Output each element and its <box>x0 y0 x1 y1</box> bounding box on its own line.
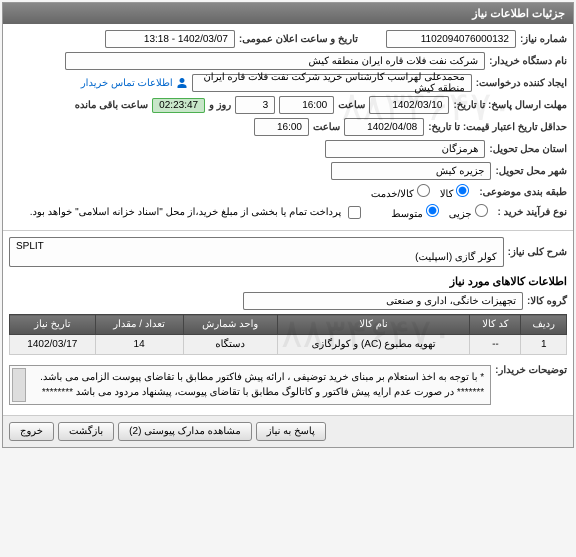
attachments-button[interactable]: مشاهده مدارک پیوستی (2) <box>118 422 252 441</box>
city-label: شهر محل تحویل: <box>495 166 567 177</box>
notes-box: * با توجه به اخذ استعلام بر مبنای خرید ت… <box>9 365 491 405</box>
announce-field: 1402/03/07 - 13:18 <box>105 30 235 48</box>
cell-qty: 14 <box>95 335 183 355</box>
col-row: ردیف <box>521 315 567 335</box>
desc-title-label: شرح کلی نیاز: <box>508 247 567 258</box>
countdown: 02:23:47 <box>152 98 205 113</box>
cell-unit: دستگاه <box>183 335 277 355</box>
days-and-label: روز و <box>209 100 231 111</box>
time-label-2: ساعت <box>313 122 340 133</box>
col-unit: واحد شمارش <box>183 315 277 335</box>
cell-date: 1402/03/17 <box>10 335 96 355</box>
category-label: طبقه بندی موضوعی: <box>479 187 567 198</box>
proc-medium-radio[interactable] <box>426 204 439 217</box>
notes-line1: * با توجه به اخذ استعلام بر مبنای خرید ت… <box>16 370 484 385</box>
cell-row: 1 <box>521 335 567 355</box>
process-label: نوع فرآیند خرید : <box>498 207 567 218</box>
cat-goods-radio[interactable] <box>456 184 469 197</box>
province-label: استان محل تحویل: <box>489 144 567 155</box>
validity-label: حداقل تاریخ اعتبار قیمت: تا تاریخ: <box>428 122 567 133</box>
cell-name: تهویه مطبوع (AC) و کولرگازی <box>277 335 470 355</box>
cat-service-option[interactable]: کالا/خدمت <box>371 184 430 200</box>
group-field: تجهیزات خانگی، اداری و صنعتی <box>243 292 523 310</box>
contact-text: اطلاعات تماس خریدار <box>81 78 173 89</box>
need-no-field: 1102094076000132 <box>386 30 516 48</box>
contact-icon <box>176 77 188 89</box>
payment-note: پرداخت تمام یا بخشی از مبلغ خرید،از محل … <box>30 207 342 218</box>
items-header: اطلاعات کالاهای مورد نیاز <box>9 271 567 292</box>
city-field: جزیره کیش <box>331 162 491 180</box>
scrollbar[interactable] <box>12 368 26 402</box>
days-field: 3 <box>235 96 275 114</box>
cell-code: -- <box>470 335 521 355</box>
contact-link[interactable]: اطلاعات تماس خریدار <box>81 77 188 89</box>
description-section: ۸۸۳۴۶۴۷۰ شرح کلی نیاز: SPLIT کولر گازی (… <box>3 230 573 415</box>
desc-field: SPLIT کولر گازی (اسپلیت) <box>9 237 504 267</box>
desc-line1: SPLIT <box>16 241 497 252</box>
col-qty: تعداد / مقدار <box>95 315 183 335</box>
desc-line2: کولر گازی (اسپلیت) <box>415 252 497 263</box>
announce-label: تاریخ و ساعت اعلان عمومی: <box>239 34 358 45</box>
proc-small-radio[interactable] <box>475 204 488 217</box>
items-table: ردیف کد کالا نام کالا واحد شمارش تعداد /… <box>9 314 567 355</box>
province-field: هرمزگان <box>325 140 485 158</box>
panel-title: جزئیات اطلاعات نیاز <box>3 3 573 24</box>
exit-button[interactable]: خروج <box>9 422 54 441</box>
details-section: ۸۸۳۴۶۴۷۰ شماره نیاز: 1102094076000132 تا… <box>3 24 573 230</box>
buyer-field: شرکت نفت فلات قاره ایران منطقه کیش <box>65 52 485 70</box>
proc-medium-option[interactable]: متوسط <box>391 204 438 220</box>
need-no-label: شماره نیاز: <box>520 34 567 45</box>
respond-button[interactable]: پاسخ به نیاز <box>256 422 326 441</box>
deadline-time: 16:00 <box>279 96 334 114</box>
notes-label: توضیحات خریدار: <box>495 361 567 376</box>
group-label: گروه کالا: <box>527 296 567 307</box>
validity-date: 1402/04/08 <box>344 118 424 136</box>
notes-line2: ******* در صورت عدم ارایه پیش فاکتور و ک… <box>16 385 484 400</box>
requester-label: ایجاد کننده درخواست: <box>476 78 567 89</box>
col-date: تاریخ نیاز <box>10 315 96 335</box>
main-panel: جزئیات اطلاعات نیاز ۸۸۳۴۶۴۷۰ شماره نیاز:… <box>2 2 574 448</box>
payment-checkbox[interactable] <box>348 206 361 219</box>
proc-small-option[interactable]: جزیی <box>449 204 488 220</box>
deadline-label: مهلت ارسال پاسخ: تا تاریخ: <box>453 100 567 111</box>
time-label-1: ساعت <box>338 100 365 111</box>
table-row[interactable]: 1 -- تهویه مطبوع (AC) و کولرگازی دستگاه … <box>10 335 567 355</box>
payment-checkbox-row: پرداخت تمام یا بخشی از مبلغ خرید،از محل … <box>30 206 362 219</box>
back-button[interactable]: بازگشت <box>58 422 114 441</box>
requester-field: محمدعلی لهراسب کارشناس خرید شرکت نفت فلا… <box>192 74 472 92</box>
cat-goods-option[interactable]: کالا <box>440 184 470 200</box>
button-bar: پاسخ به نیاز مشاهده مدارک پیوستی (2) باز… <box>3 415 573 447</box>
col-name: نام کالا <box>277 315 470 335</box>
table-header-row: ردیف کد کالا نام کالا واحد شمارش تعداد /… <box>10 315 567 335</box>
deadline-date: 1402/03/10 <box>369 96 449 114</box>
cat-service-radio[interactable] <box>417 184 430 197</box>
validity-time: 16:00 <box>254 118 309 136</box>
col-code: کد کالا <box>470 315 521 335</box>
remaining-label: ساعت باقی مانده <box>75 100 148 111</box>
buyer-label: نام دستگاه خریدار: <box>489 56 567 67</box>
